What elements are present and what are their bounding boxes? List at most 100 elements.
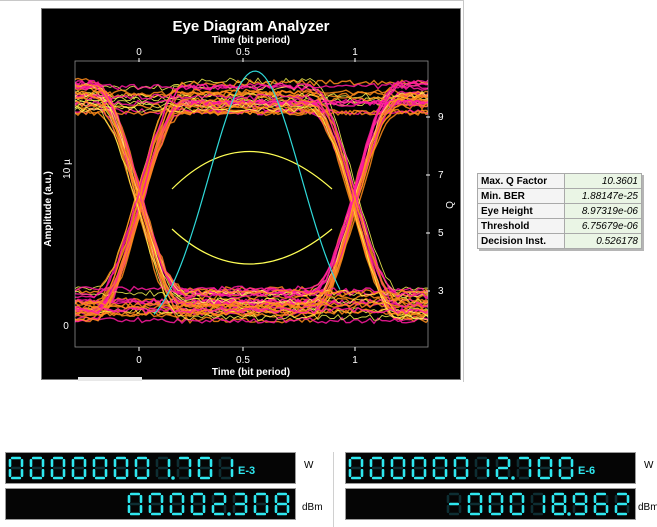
lcd-digit xyxy=(176,456,192,480)
y-tick-right: 9 xyxy=(438,112,444,123)
lcd-digit xyxy=(155,456,171,480)
eye-trace xyxy=(75,83,428,299)
lcd-digit xyxy=(190,492,206,516)
x-tick-top: 0.5 xyxy=(236,47,250,58)
stats-label: Eye Height xyxy=(477,203,565,219)
eye-inner-boundary xyxy=(171,228,333,265)
plot-area-border xyxy=(74,60,429,348)
eye-trace xyxy=(75,296,428,305)
lcd-digit xyxy=(169,492,185,516)
eye-trace xyxy=(75,101,428,318)
stats-value: 1.88147e-25 xyxy=(564,188,642,204)
lcd-digit xyxy=(71,456,87,480)
stats-row: Max. Q Factor 10.3601 xyxy=(477,173,642,189)
eye-trace xyxy=(75,92,428,100)
power-meter-1-dbm-unit: dBm xyxy=(302,502,323,513)
eye-trace xyxy=(75,92,428,309)
power-meter-2-dbm-unit: dBm xyxy=(638,502,657,513)
eye-trace xyxy=(75,90,428,306)
stats-label: Decision Inst. xyxy=(477,233,565,249)
y-tick-right: 5 xyxy=(438,228,444,239)
y-axis-label-left: Amplitude (a.u.) xyxy=(43,171,54,247)
eye-trace xyxy=(75,83,428,296)
lcd-digit xyxy=(127,492,143,516)
lcd-digit xyxy=(253,492,269,516)
x-tick-bottom: 0.5 xyxy=(236,355,250,366)
lcd-digit xyxy=(446,492,462,516)
lcd-digit xyxy=(411,456,427,480)
x-tick-bottom: 0 xyxy=(136,355,142,366)
y-axis-label-right: Q xyxy=(445,201,456,209)
lcd-digit xyxy=(29,456,45,480)
eye-trace xyxy=(75,102,428,318)
lcd-digit xyxy=(614,492,630,516)
stats-label: Min. BER xyxy=(477,188,565,204)
lcd-digit xyxy=(467,492,483,516)
eye-diagram-canvas: Eye Diagram Analyzer Time (bit period) T… xyxy=(43,18,456,378)
stats-row: Eye Height 8.97319e-06 xyxy=(477,203,642,219)
power-meter-1-watts-unit: W xyxy=(304,460,314,471)
stats-row: Min. BER 1.88147e-25 xyxy=(477,188,642,204)
lcd-digit xyxy=(453,456,469,480)
q-factor-curve xyxy=(153,70,341,315)
lcd-digit xyxy=(197,456,213,480)
window-top-rule xyxy=(0,0,463,1)
eye-statistics-table: Max. Q Factor 10.3601 Min. BER 1.88147e-25 E… xyxy=(477,173,642,249)
lcd-digit xyxy=(134,456,150,480)
lcd-digit xyxy=(8,456,24,480)
lcd-digit xyxy=(432,456,448,480)
stats-label: Max. Q Factor xyxy=(477,173,565,189)
lcd-digit xyxy=(509,492,525,516)
x-tick-top: 1 xyxy=(352,47,358,58)
lcd-digit xyxy=(551,492,567,516)
meters-divider xyxy=(333,452,334,527)
lcd-digit xyxy=(92,456,108,480)
power-meter-2-dbm xyxy=(345,488,636,520)
plot-title: Eye Diagram Analyzer xyxy=(172,18,329,35)
y-tick-left: 10 µ xyxy=(62,159,73,179)
power-meter-2-watts-unit: W xyxy=(644,460,654,471)
stats-value: 8.97319e-06 xyxy=(564,203,642,219)
eye-trace xyxy=(75,108,428,324)
x-axis-label-bottom: Time (bit period) xyxy=(212,367,290,378)
eye-inner-boundary xyxy=(171,151,333,190)
lcd-digit xyxy=(348,456,364,480)
lcd-digit xyxy=(369,456,385,480)
lcd-digit xyxy=(390,456,406,480)
y-tick-left: 0 xyxy=(63,321,69,332)
y-tick-right: 7 xyxy=(438,170,444,181)
stats-row: Threshold 6.75679e-06 xyxy=(477,218,642,234)
x-tick-top: 0 xyxy=(136,47,142,58)
stats-value: 10.3601 xyxy=(564,173,642,189)
y-tick-right: 3 xyxy=(438,286,444,297)
eye-trace xyxy=(75,106,428,321)
lcd-digit xyxy=(572,492,588,516)
lcd-digit xyxy=(211,492,227,516)
eye-diagram-plot[interactable]: Eye Diagram Analyzer Time (bit period) T… xyxy=(41,8,461,381)
lcd-digit xyxy=(495,456,511,480)
power-meter-2-watts: E-6 xyxy=(345,452,636,484)
stats-value: 0.526178 xyxy=(564,233,642,249)
lcd-digit xyxy=(218,456,234,480)
window-side-rule xyxy=(463,0,464,382)
eye-trace xyxy=(75,96,428,104)
eye-trace xyxy=(75,82,428,91)
lcd-digit xyxy=(113,456,129,480)
eye-trace xyxy=(75,89,428,305)
lcd-exponent: E-3 xyxy=(238,465,255,477)
lcd-digit xyxy=(516,456,532,480)
lcd-digit xyxy=(50,456,66,480)
power-meter-1-dbm xyxy=(5,488,296,520)
stats-value: 6.75679e-06 xyxy=(564,218,642,234)
lcd-digit xyxy=(474,456,490,480)
lcd-digit xyxy=(530,492,546,516)
horizontal-scroll-thumb[interactable] xyxy=(78,377,142,381)
lcd-digit xyxy=(593,492,609,516)
lcd-digit xyxy=(558,456,574,480)
eye-trace xyxy=(75,79,428,294)
x-tick-bottom: 1 xyxy=(352,355,358,366)
eye-trace xyxy=(75,306,428,315)
lcd-exponent: E-6 xyxy=(578,465,595,477)
lcd-digit xyxy=(537,456,553,480)
stats-label: Threshold xyxy=(477,218,565,234)
